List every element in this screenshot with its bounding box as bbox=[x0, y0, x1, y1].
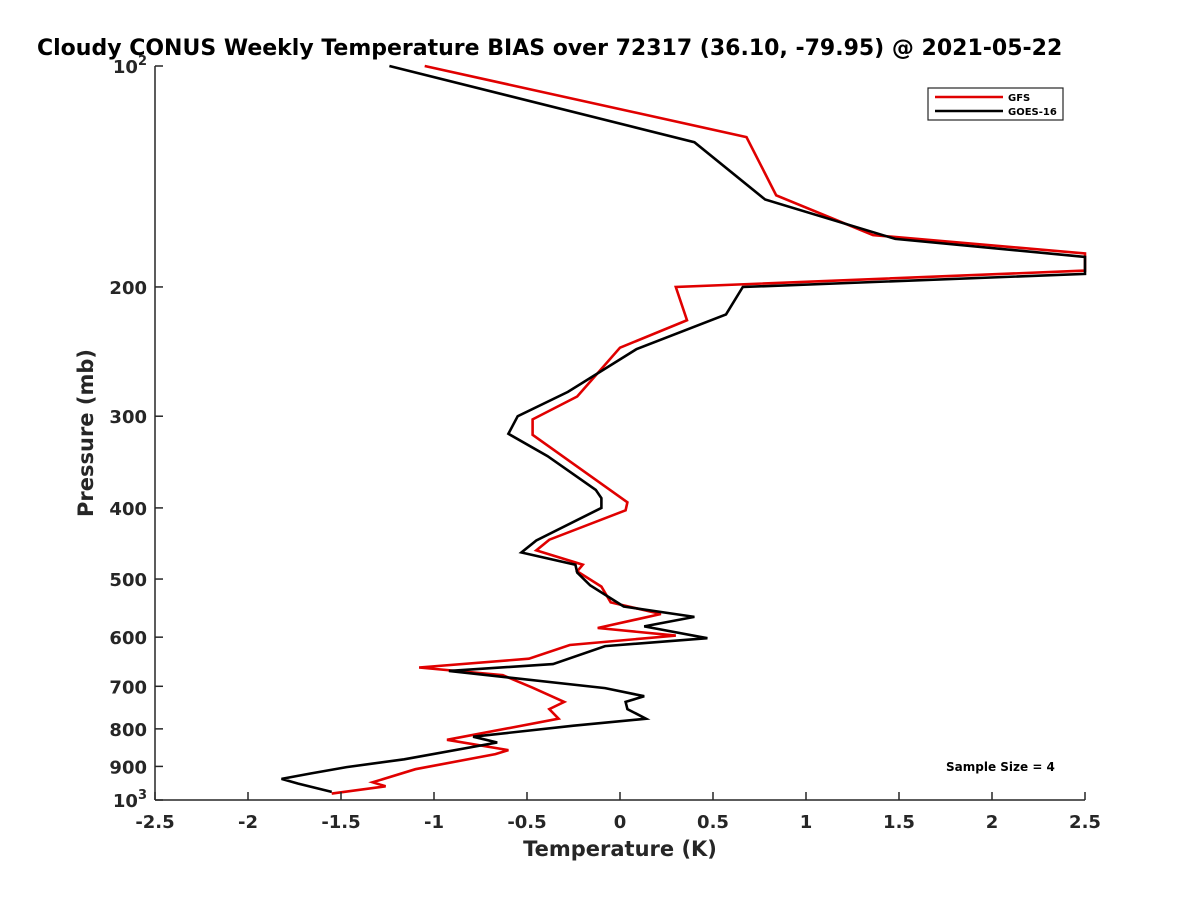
y-tick-exponent: 2 bbox=[138, 54, 147, 69]
legend-label-gfs: GFS bbox=[1008, 93, 1030, 104]
y-tick-label: 200 bbox=[109, 278, 147, 299]
y-tick-label: 900 bbox=[109, 757, 147, 778]
x-axis-label: Temperature (K) bbox=[523, 837, 717, 861]
chart-title: Cloudy CONUS Weekly Temperature BIAS ove… bbox=[37, 36, 1062, 61]
x-tick-label: -1.5 bbox=[321, 812, 360, 833]
y-tick-label: 700 bbox=[109, 677, 147, 698]
y-tick-label: 400 bbox=[109, 499, 147, 520]
series-line-goes16 bbox=[281, 64, 1087, 794]
x-tick-label: 0 bbox=[614, 812, 627, 833]
x-tick-label: 2 bbox=[986, 812, 999, 833]
y-tick-label: 800 bbox=[109, 720, 147, 741]
y-tick-label: 103 bbox=[113, 788, 147, 812]
x-tick-label: 1 bbox=[800, 812, 813, 833]
y-tick-label: 102 bbox=[113, 54, 147, 78]
y-tick-label: 500 bbox=[109, 570, 147, 591]
x-tick-label: -0.5 bbox=[507, 812, 546, 833]
series-line-gfs bbox=[331, 64, 1087, 795]
y-axis-label: Pressure (mb) bbox=[74, 349, 98, 517]
y-tick-base: 10 bbox=[113, 791, 138, 812]
x-tick-label: 1.5 bbox=[883, 812, 915, 833]
x-tick-label: -1 bbox=[424, 812, 444, 833]
y-tick-exponent: 3 bbox=[138, 788, 147, 803]
x-ticks: -2.5 -2 -1.5 -1 -0.5 0 0.5 1 1.5 2 2.5 bbox=[135, 792, 1101, 833]
sample-size-annotation: Sample Size = 4 bbox=[946, 760, 1055, 774]
y-tick-label: 300 bbox=[109, 407, 147, 428]
y-tick-label: 600 bbox=[109, 628, 147, 649]
x-tick-label: 2.5 bbox=[1069, 812, 1101, 833]
plot-lines bbox=[281, 64, 1087, 795]
y-tick-base: 10 bbox=[113, 57, 138, 78]
x-tick-label: 0.5 bbox=[697, 812, 729, 833]
x-tick-label: -2.5 bbox=[135, 812, 174, 833]
x-tick-label: -2 bbox=[238, 812, 258, 833]
legend-label-goes16: GOES-16 bbox=[1008, 107, 1057, 118]
legend: GFS GOES-16 bbox=[927, 87, 1064, 121]
legend-box bbox=[927, 87, 1064, 121]
